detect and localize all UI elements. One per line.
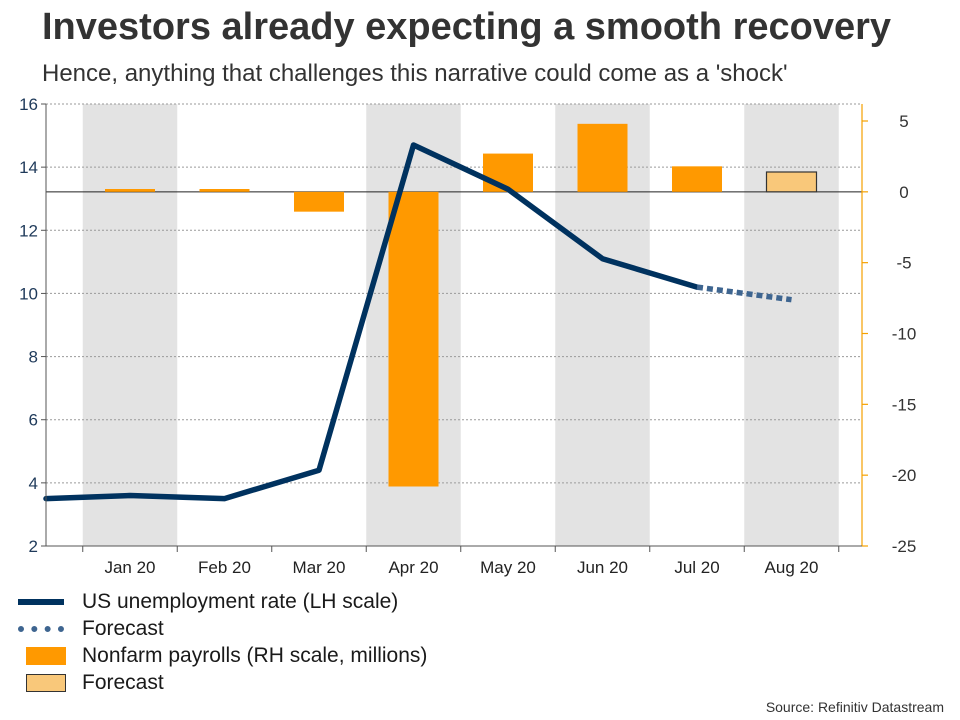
x-axis-tick-label: Mar 20	[293, 558, 346, 577]
legend-item-payrolls-forecast: Forecast	[18, 669, 427, 696]
unemployment-forecast-line	[696, 284, 792, 303]
legend-label: Nonfarm payrolls (RH scale, millions)	[82, 643, 428, 667]
shaded-band	[82, 104, 178, 546]
chart: 2 4 6 8 10 12 14 16 5 0 -5 -10 -15 -20 -25 Jan 20 Feb 20…	[19, 95, 917, 577]
x-axis-tick-label: Aug 20	[765, 558, 819, 577]
x-axis-tick-label: Feb 20	[198, 558, 251, 577]
source-note: Source: Refinitiv Datastream	[765, 699, 944, 715]
right-axis-tick-label: -20	[892, 466, 917, 485]
legend: US unemployment rate (LH scale) Forecast…	[18, 588, 427, 696]
legend-item-unemployment-forecast: Forecast	[18, 615, 427, 642]
legend-forecast-bar-swatch	[18, 670, 74, 696]
right-axis-tick-label: 5	[899, 112, 908, 131]
x-axis-tick-label: Jun 20	[577, 558, 628, 577]
legend-dashed-swatch	[18, 616, 74, 642]
left-axis-tick-label: 8	[29, 348, 38, 367]
payroll-bar	[672, 166, 722, 192]
right-axis-tick-label: -5	[896, 254, 911, 273]
left-axis-tick-label: 12	[19, 221, 38, 240]
payroll-bar	[294, 191, 344, 212]
legend-item-unemployment: US unemployment rate (LH scale)	[18, 588, 427, 615]
shaded-band	[744, 104, 839, 546]
payroll-bar	[577, 123, 628, 192]
legend-label: Forecast	[82, 670, 164, 694]
left-axis-tick-label: 4	[29, 474, 38, 493]
legend-label: US unemployment rate (LH scale)	[82, 589, 399, 613]
payroll-forecast-bar	[765, 171, 818, 193]
right-axis-tick-label: -25	[892, 537, 917, 556]
left-axis-tick-label: 10	[19, 284, 38, 303]
x-axis-tick-label: Apr 20	[388, 558, 438, 577]
chart-subtitle: Hence, anything that challenges this nar…	[42, 60, 788, 87]
payroll-bar	[388, 191, 439, 487]
chart-title: Investors already expecting a smooth rec…	[42, 6, 892, 48]
left-axis-tick-label: 2	[29, 537, 38, 556]
legend-line-swatch	[18, 589, 74, 615]
legend-item-payrolls: Nonfarm payrolls (RH scale, millions)	[18, 642, 427, 669]
unemployment-line	[43, 142, 700, 502]
payroll-bar	[199, 189, 250, 192]
left-axis-tick-label: 16	[19, 95, 38, 114]
left-axis-tick-label: 6	[29, 411, 38, 430]
left-axis-tick-label: 14	[19, 158, 38, 177]
x-axis-tick-label: May 20	[480, 558, 536, 577]
right-axis-tick-label: -10	[892, 325, 917, 344]
x-axis-tick-label: Jul 20	[674, 558, 719, 577]
payroll-bar	[105, 189, 155, 192]
right-axis-tick-label: -15	[892, 395, 917, 414]
x-axis-tick-label: Jan 20	[104, 558, 155, 577]
legend-label: Forecast	[82, 616, 164, 640]
right-axis-tick-label: 0	[899, 183, 908, 202]
payroll-bar	[483, 153, 533, 192]
legend-bar-swatch	[18, 643, 74, 669]
